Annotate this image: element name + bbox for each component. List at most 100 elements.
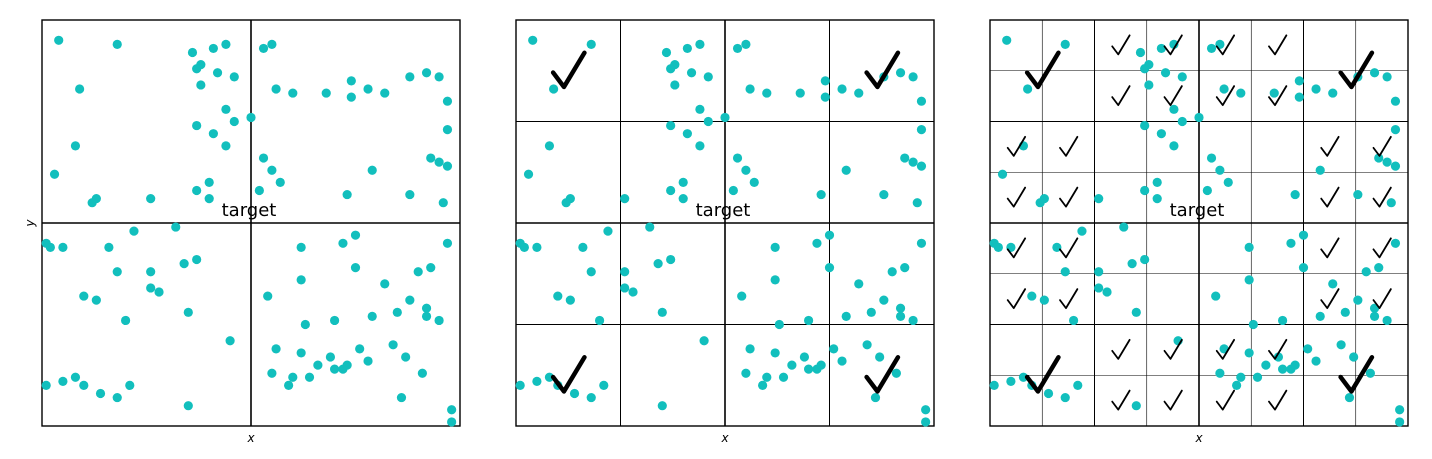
- data-point: [1206, 153, 1217, 163]
- check-icon: [1111, 34, 1131, 56]
- check-icon: [1006, 186, 1027, 208]
- data-point: [1140, 254, 1150, 265]
- data-point: [686, 68, 697, 78]
- data-point: [183, 307, 193, 317]
- data-point: [628, 287, 638, 297]
- data-point: [770, 242, 780, 252]
- data-point: [129, 226, 139, 236]
- data-point: [908, 72, 918, 82]
- data-point: [841, 165, 851, 175]
- data-point: [887, 267, 897, 277]
- data-point: [670, 80, 680, 90]
- check-icon: [550, 355, 587, 394]
- data-point: [221, 104, 231, 114]
- data-point: [699, 336, 709, 346]
- data-point: [741, 368, 751, 378]
- data-point: [1390, 161, 1401, 171]
- check-icon: [1024, 355, 1061, 394]
- data-point: [1023, 84, 1033, 94]
- data-point: [350, 263, 361, 273]
- data-point: [544, 141, 555, 151]
- data-point: [187, 47, 198, 58]
- check-icon: [1006, 237, 1027, 259]
- data-point: [342, 360, 352, 370]
- data-point: [267, 39, 277, 49]
- data-point: [1060, 39, 1070, 49]
- data-point: [447, 417, 457, 427]
- data-point: [720, 112, 730, 123]
- panel-frame: [515, 19, 935, 427]
- data-point: [192, 64, 202, 74]
- data-point: [388, 340, 398, 350]
- data-point: [1131, 307, 1141, 317]
- data-point: [666, 64, 676, 74]
- data-point: [229, 72, 239, 82]
- data-point: [666, 120, 676, 131]
- data-point: [745, 344, 755, 354]
- data-point: [1382, 315, 1392, 326]
- data-point: [112, 392, 122, 403]
- data-point: [993, 242, 1003, 252]
- data-point: [908, 315, 918, 326]
- data-point: [900, 153, 910, 163]
- data-point: [171, 222, 181, 232]
- data-point: [1269, 88, 1279, 98]
- data-point: [1160, 68, 1171, 78]
- data-point: [330, 315, 340, 326]
- data-point: [879, 189, 889, 200]
- data-point: [1328, 88, 1338, 98]
- check-icon: [1372, 288, 1392, 310]
- data-point: [837, 356, 847, 366]
- data-point: [208, 129, 218, 139]
- data-point: [401, 352, 411, 362]
- data-point: [695, 39, 705, 49]
- target-label: target: [696, 200, 751, 221]
- data-point: [837, 84, 847, 94]
- data-point: [749, 177, 759, 187]
- data-point: [1361, 267, 1371, 277]
- data-point: [795, 88, 805, 98]
- check-icon: [1163, 389, 1183, 411]
- data-point: [745, 84, 755, 94]
- data-point: [380, 88, 390, 98]
- data-point: [1390, 96, 1401, 106]
- data-point: [41, 380, 51, 390]
- data-point: [741, 39, 751, 49]
- data-point: [1127, 259, 1137, 269]
- data-point: [862, 340, 872, 350]
- data-point: [770, 348, 780, 358]
- data-point: [442, 238, 453, 248]
- data-point: [682, 43, 692, 54]
- data-point: [405, 189, 415, 200]
- data-point: [112, 39, 122, 49]
- data-point: [891, 368, 901, 378]
- data-point: [603, 226, 613, 236]
- data-point: [1278, 364, 1288, 374]
- check-icon: [1163, 85, 1183, 107]
- data-point: [657, 401, 667, 411]
- data-point: [204, 194, 214, 204]
- data-point: [87, 198, 97, 208]
- data-point: [997, 169, 1008, 179]
- data-point: [989, 380, 999, 390]
- data-point: [1286, 238, 1296, 248]
- data-point: [1303, 344, 1313, 354]
- data-point: [820, 76, 830, 86]
- data-point: [586, 267, 596, 277]
- data-point: [544, 372, 555, 382]
- data-point: [900, 263, 910, 273]
- data-point: [1002, 35, 1012, 45]
- data-point: [263, 291, 273, 301]
- data-point: [179, 259, 189, 269]
- data-point: [342, 189, 352, 200]
- data-point: [1236, 88, 1246, 98]
- data-point: [620, 267, 630, 277]
- data-point: [787, 360, 797, 370]
- data-point: [1006, 376, 1016, 386]
- data-point: [70, 372, 81, 382]
- data-point: [1340, 307, 1350, 317]
- data-point: [1365, 368, 1375, 378]
- data-point: [1273, 352, 1284, 362]
- data-point: [363, 84, 373, 94]
- data-point: [1194, 112, 1204, 123]
